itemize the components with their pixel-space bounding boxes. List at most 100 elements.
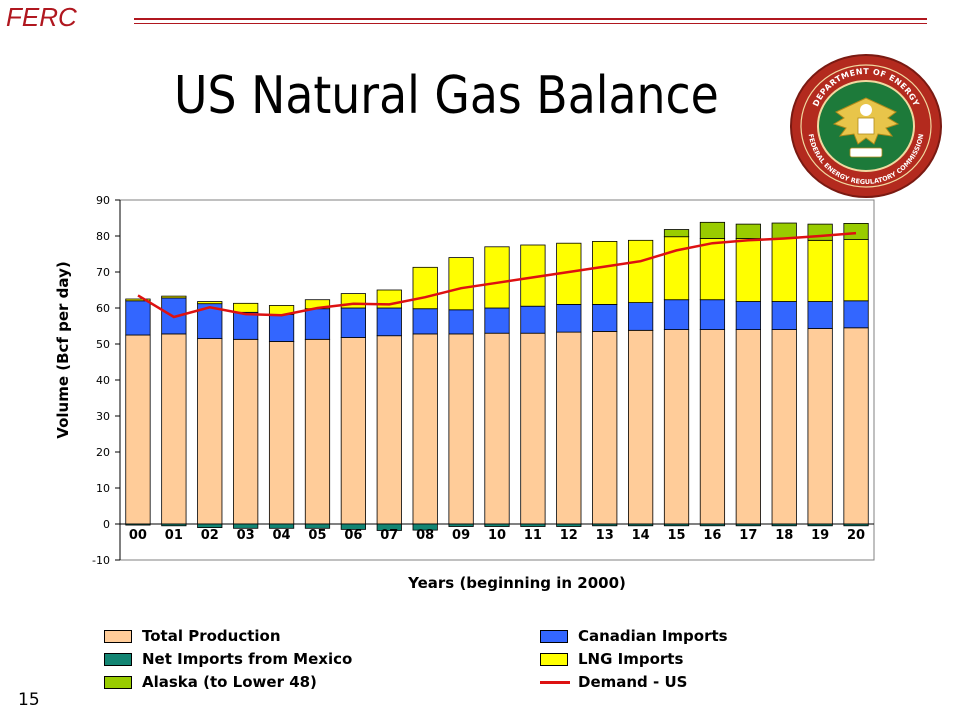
legend-label-demand: Demand - US [578, 673, 688, 691]
x-category-label: 19 [811, 528, 829, 543]
bar-canadian [304, 308, 331, 340]
legend-label-lng: LNG Imports [578, 650, 684, 668]
bar-production [268, 341, 295, 525]
legend-swatch-mexico [104, 652, 132, 666]
y-axis: -10 0 10 20 30 40 50 60 70 80 90 [92, 194, 121, 567]
x-category-label: 12 [560, 528, 578, 543]
page-title: US Natural Gas Balance [174, 66, 719, 126]
bar-mexico [663, 523, 690, 527]
x-category-label: 14 [632, 528, 650, 543]
bar-lng [125, 298, 151, 302]
bar-canadian [556, 304, 582, 333]
x-category-label: 08 [416, 528, 434, 543]
bar-canadian [520, 305, 546, 334]
bar-canadian [592, 304, 618, 332]
legend-item-demand: Demand - US [540, 672, 687, 692]
x-category-label: 00 [129, 528, 147, 543]
bar-mexico [340, 523, 366, 530]
legend-swatch-lng [540, 652, 568, 666]
bar-canadian [268, 314, 295, 342]
demand-us-line [137, 231, 857, 319]
bar-alaska [771, 222, 797, 239]
x-category-label: 06 [344, 528, 362, 543]
page-number: 15 [18, 690, 40, 710]
bar-canadian [628, 302, 654, 331]
legend-item-alaska: Alaska (to Lower 48) [104, 672, 317, 692]
bar-mexico [484, 523, 510, 527]
y-tick-label: 60 [96, 302, 110, 315]
bar-production [735, 329, 761, 525]
bar-lng [484, 246, 510, 309]
bar-production [412, 333, 438, 525]
bar-canadian [233, 311, 259, 340]
y-tick-label: 0 [103, 518, 110, 531]
bar-production [376, 335, 402, 525]
bar-production [807, 328, 833, 525]
legend-item-production: Total Production [104, 626, 281, 646]
y-tick-label: 40 [96, 374, 110, 387]
x-category-label: 09 [452, 528, 470, 543]
bar-canadian [807, 301, 833, 329]
bar-production [771, 329, 797, 525]
bar-alaska [699, 221, 726, 239]
bar-lng [663, 236, 690, 301]
doe-ferc-seal: DEPARTMENT OF ENERGY FEDERAL ENERGY REGU… [790, 54, 942, 198]
bar-lng [771, 238, 797, 302]
y-tick-label: 10 [96, 482, 110, 495]
bar-production [699, 329, 726, 525]
bar-production [592, 330, 618, 525]
legend-label-mexico: Net Imports from Mexico [142, 650, 353, 668]
ferc-brand: FERC [6, 2, 77, 32]
bar-mexico [412, 523, 438, 531]
header-rule-thick [134, 18, 927, 20]
bar-lng [807, 239, 833, 302]
bar-canadian [663, 299, 690, 331]
y-tick-label: 20 [96, 446, 110, 459]
bar-alaska [807, 223, 833, 241]
bar-mexico [628, 523, 654, 527]
bar-lng [699, 238, 726, 301]
bar-lng [161, 295, 187, 299]
bar-lng [628, 239, 654, 303]
bar-mexico [304, 523, 331, 529]
bar-lng [843, 239, 869, 302]
bar-alaska [843, 223, 869, 241]
y-tick-label: -10 [92, 554, 110, 567]
x-category-label: 11 [524, 528, 542, 543]
y-tick-label: 70 [96, 266, 110, 279]
y-tick-label: 30 [96, 410, 110, 423]
bar-mexico [771, 523, 797, 527]
bar-canadian [125, 300, 151, 336]
legend-swatch-production [104, 629, 132, 643]
bar-canadian [699, 299, 726, 331]
x-category-label: 02 [201, 528, 219, 543]
x-category-label: 17 [739, 528, 757, 543]
x-category-label: 05 [308, 528, 326, 543]
y-tick-label: 50 [96, 338, 110, 351]
bar-mexico [233, 523, 259, 529]
legend-item-mexico: Net Imports from Mexico [104, 649, 352, 669]
bar-mexico [125, 523, 151, 526]
y-tick-label: 90 [96, 194, 110, 207]
bar-mexico [735, 523, 761, 527]
y-axis-label: Volume (Bcf per day) [54, 261, 72, 438]
bar-production [233, 338, 259, 525]
bar-mexico [592, 523, 618, 527]
bar-mexico [520, 523, 546, 527]
bar-production [628, 329, 654, 525]
bar-canadian [340, 307, 366, 338]
bar-production [556, 331, 582, 525]
bar-mexico [807, 523, 833, 527]
bar-production [663, 329, 690, 525]
legend-swatch-alaska [104, 675, 132, 689]
bar-canadian [412, 308, 438, 335]
bar-lng [592, 241, 618, 305]
legend-label-production: Total Production [142, 627, 281, 645]
bar-mexico [268, 523, 295, 529]
legend-label-alaska: Alaska (to Lower 48) [142, 673, 317, 691]
bar-alaska [735, 223, 761, 239]
bar-production [448, 333, 474, 525]
x-category-label: 10 [488, 528, 506, 543]
bar-canadian [735, 301, 761, 330]
